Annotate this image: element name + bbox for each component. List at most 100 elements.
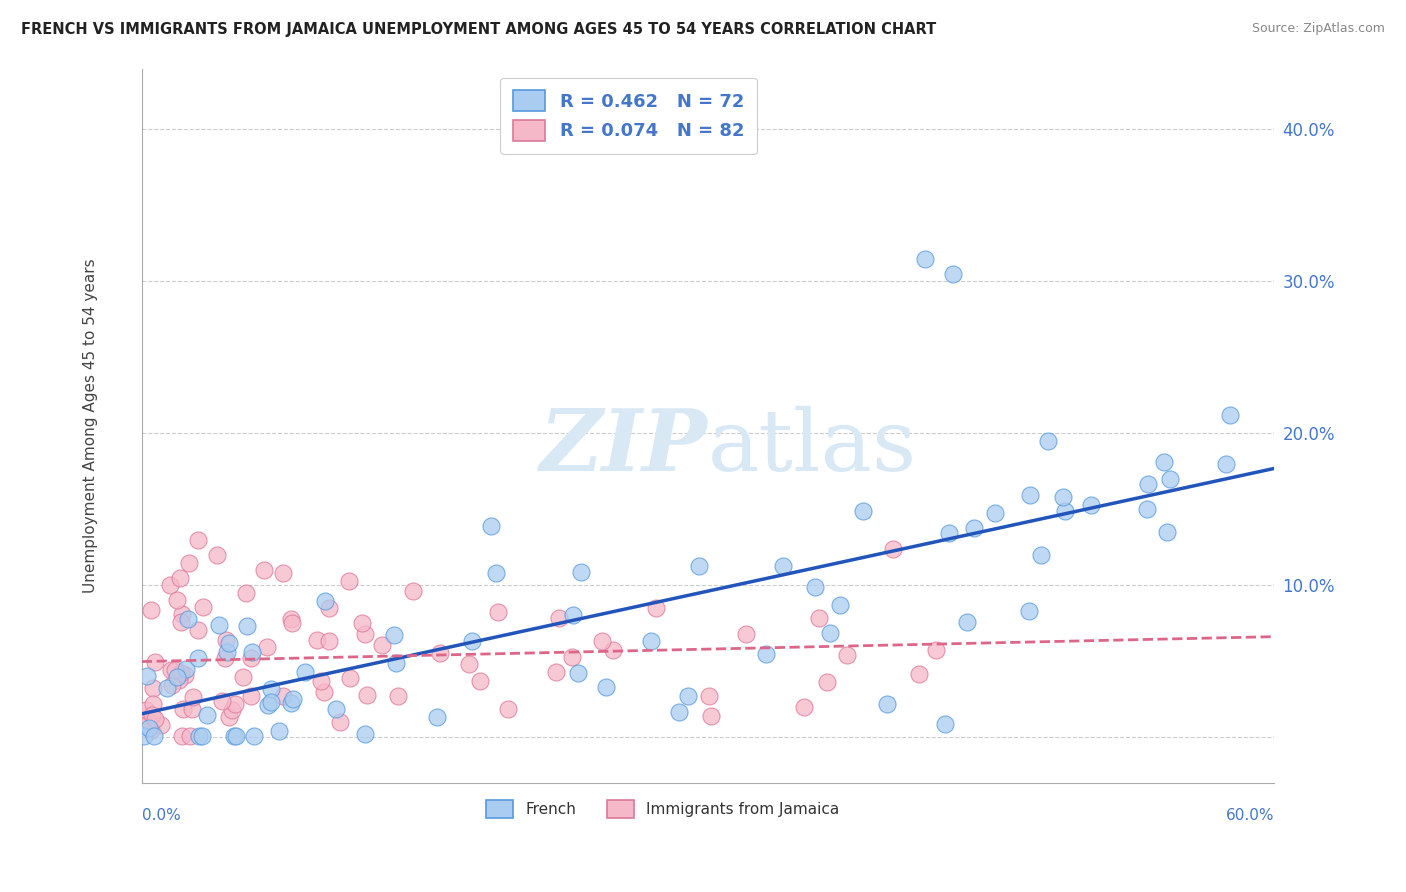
Text: Unemployment Among Ages 45 to 54 years: Unemployment Among Ages 45 to 54 years bbox=[83, 259, 98, 593]
Point bbox=[141, 708, 163, 723]
Point bbox=[271, 690, 294, 704]
Point bbox=[595, 680, 617, 694]
Point bbox=[803, 580, 825, 594]
Point bbox=[280, 611, 302, 625]
Point bbox=[925, 642, 948, 657]
Point bbox=[143, 712, 166, 726]
Point bbox=[309, 673, 332, 688]
Point bbox=[938, 525, 960, 540]
Point bbox=[243, 729, 266, 743]
Point bbox=[207, 617, 229, 632]
Point bbox=[187, 624, 209, 638]
Point bbox=[256, 640, 278, 654]
Text: ZIP: ZIP bbox=[540, 406, 707, 489]
Point bbox=[602, 643, 624, 657]
Point bbox=[852, 504, 875, 518]
Point bbox=[179, 729, 201, 743]
Point bbox=[187, 533, 209, 547]
Point bbox=[260, 681, 283, 696]
Point bbox=[1052, 491, 1074, 505]
Point bbox=[180, 701, 202, 715]
Point bbox=[914, 252, 936, 266]
Point bbox=[232, 670, 254, 684]
Point bbox=[187, 729, 209, 743]
Point bbox=[170, 666, 193, 681]
Point bbox=[224, 698, 246, 712]
Point bbox=[356, 689, 378, 703]
Point bbox=[1156, 525, 1178, 540]
Point bbox=[240, 651, 263, 665]
Point bbox=[700, 709, 723, 723]
Point bbox=[640, 634, 662, 648]
Point bbox=[312, 685, 335, 699]
Text: FRENCH VS IMMIGRANTS FROM JAMAICA UNEMPLOYMENT AMONG AGES 45 TO 54 YEARS CORRELA: FRENCH VS IMMIGRANTS FROM JAMAICA UNEMPL… bbox=[21, 22, 936, 37]
Text: 0.0%: 0.0% bbox=[142, 808, 180, 823]
Point bbox=[166, 593, 188, 607]
Point bbox=[239, 689, 262, 703]
Point bbox=[1159, 472, 1181, 486]
Point bbox=[177, 612, 200, 626]
Point bbox=[401, 584, 423, 599]
Point bbox=[1215, 457, 1237, 471]
Point bbox=[218, 709, 240, 723]
Point bbox=[942, 267, 965, 281]
Point bbox=[429, 646, 451, 660]
Point bbox=[136, 669, 159, 683]
Point bbox=[350, 616, 373, 631]
Point bbox=[772, 558, 794, 573]
Point bbox=[668, 706, 690, 720]
Text: 60.0%: 60.0% bbox=[1226, 808, 1274, 823]
Point bbox=[468, 673, 491, 688]
Point bbox=[963, 521, 986, 535]
Point bbox=[835, 648, 858, 663]
Point bbox=[353, 727, 375, 741]
Point bbox=[318, 600, 340, 615]
Point bbox=[143, 729, 166, 743]
Point bbox=[172, 729, 194, 743]
Point bbox=[1153, 455, 1175, 469]
Point bbox=[479, 518, 502, 533]
Legend: French, Immigrants from Jamaica: French, Immigrants from Jamaica bbox=[478, 792, 848, 825]
Point bbox=[544, 665, 567, 679]
Point bbox=[142, 681, 165, 695]
Point bbox=[191, 729, 214, 743]
Point bbox=[136, 713, 159, 727]
Point bbox=[820, 625, 842, 640]
Point bbox=[956, 615, 979, 630]
Point bbox=[461, 634, 484, 648]
Point bbox=[193, 599, 215, 614]
Point bbox=[307, 632, 329, 647]
Point bbox=[294, 665, 316, 679]
Point bbox=[174, 668, 197, 682]
Point bbox=[496, 701, 519, 715]
Point bbox=[548, 611, 571, 625]
Point bbox=[224, 729, 246, 743]
Point bbox=[569, 565, 592, 579]
Point bbox=[485, 566, 508, 580]
Point bbox=[207, 548, 229, 562]
Point bbox=[156, 681, 179, 695]
Point bbox=[281, 616, 304, 631]
Point bbox=[1019, 488, 1042, 502]
Point bbox=[567, 666, 589, 681]
Point bbox=[793, 700, 815, 714]
Point bbox=[159, 663, 181, 677]
Point bbox=[236, 619, 259, 633]
Text: atlas: atlas bbox=[707, 406, 917, 489]
Point bbox=[426, 710, 449, 724]
Point bbox=[325, 702, 347, 716]
Point bbox=[142, 697, 165, 711]
Point bbox=[235, 586, 257, 600]
Point bbox=[167, 673, 190, 688]
Point bbox=[240, 645, 263, 659]
Point bbox=[218, 636, 240, 650]
Point bbox=[1018, 604, 1040, 618]
Point bbox=[177, 556, 200, 570]
Point bbox=[984, 506, 1007, 520]
Point bbox=[1036, 434, 1059, 448]
Point bbox=[815, 674, 838, 689]
Point bbox=[141, 723, 163, 737]
Point bbox=[354, 627, 377, 641]
Point bbox=[329, 715, 352, 730]
Point bbox=[339, 671, 361, 685]
